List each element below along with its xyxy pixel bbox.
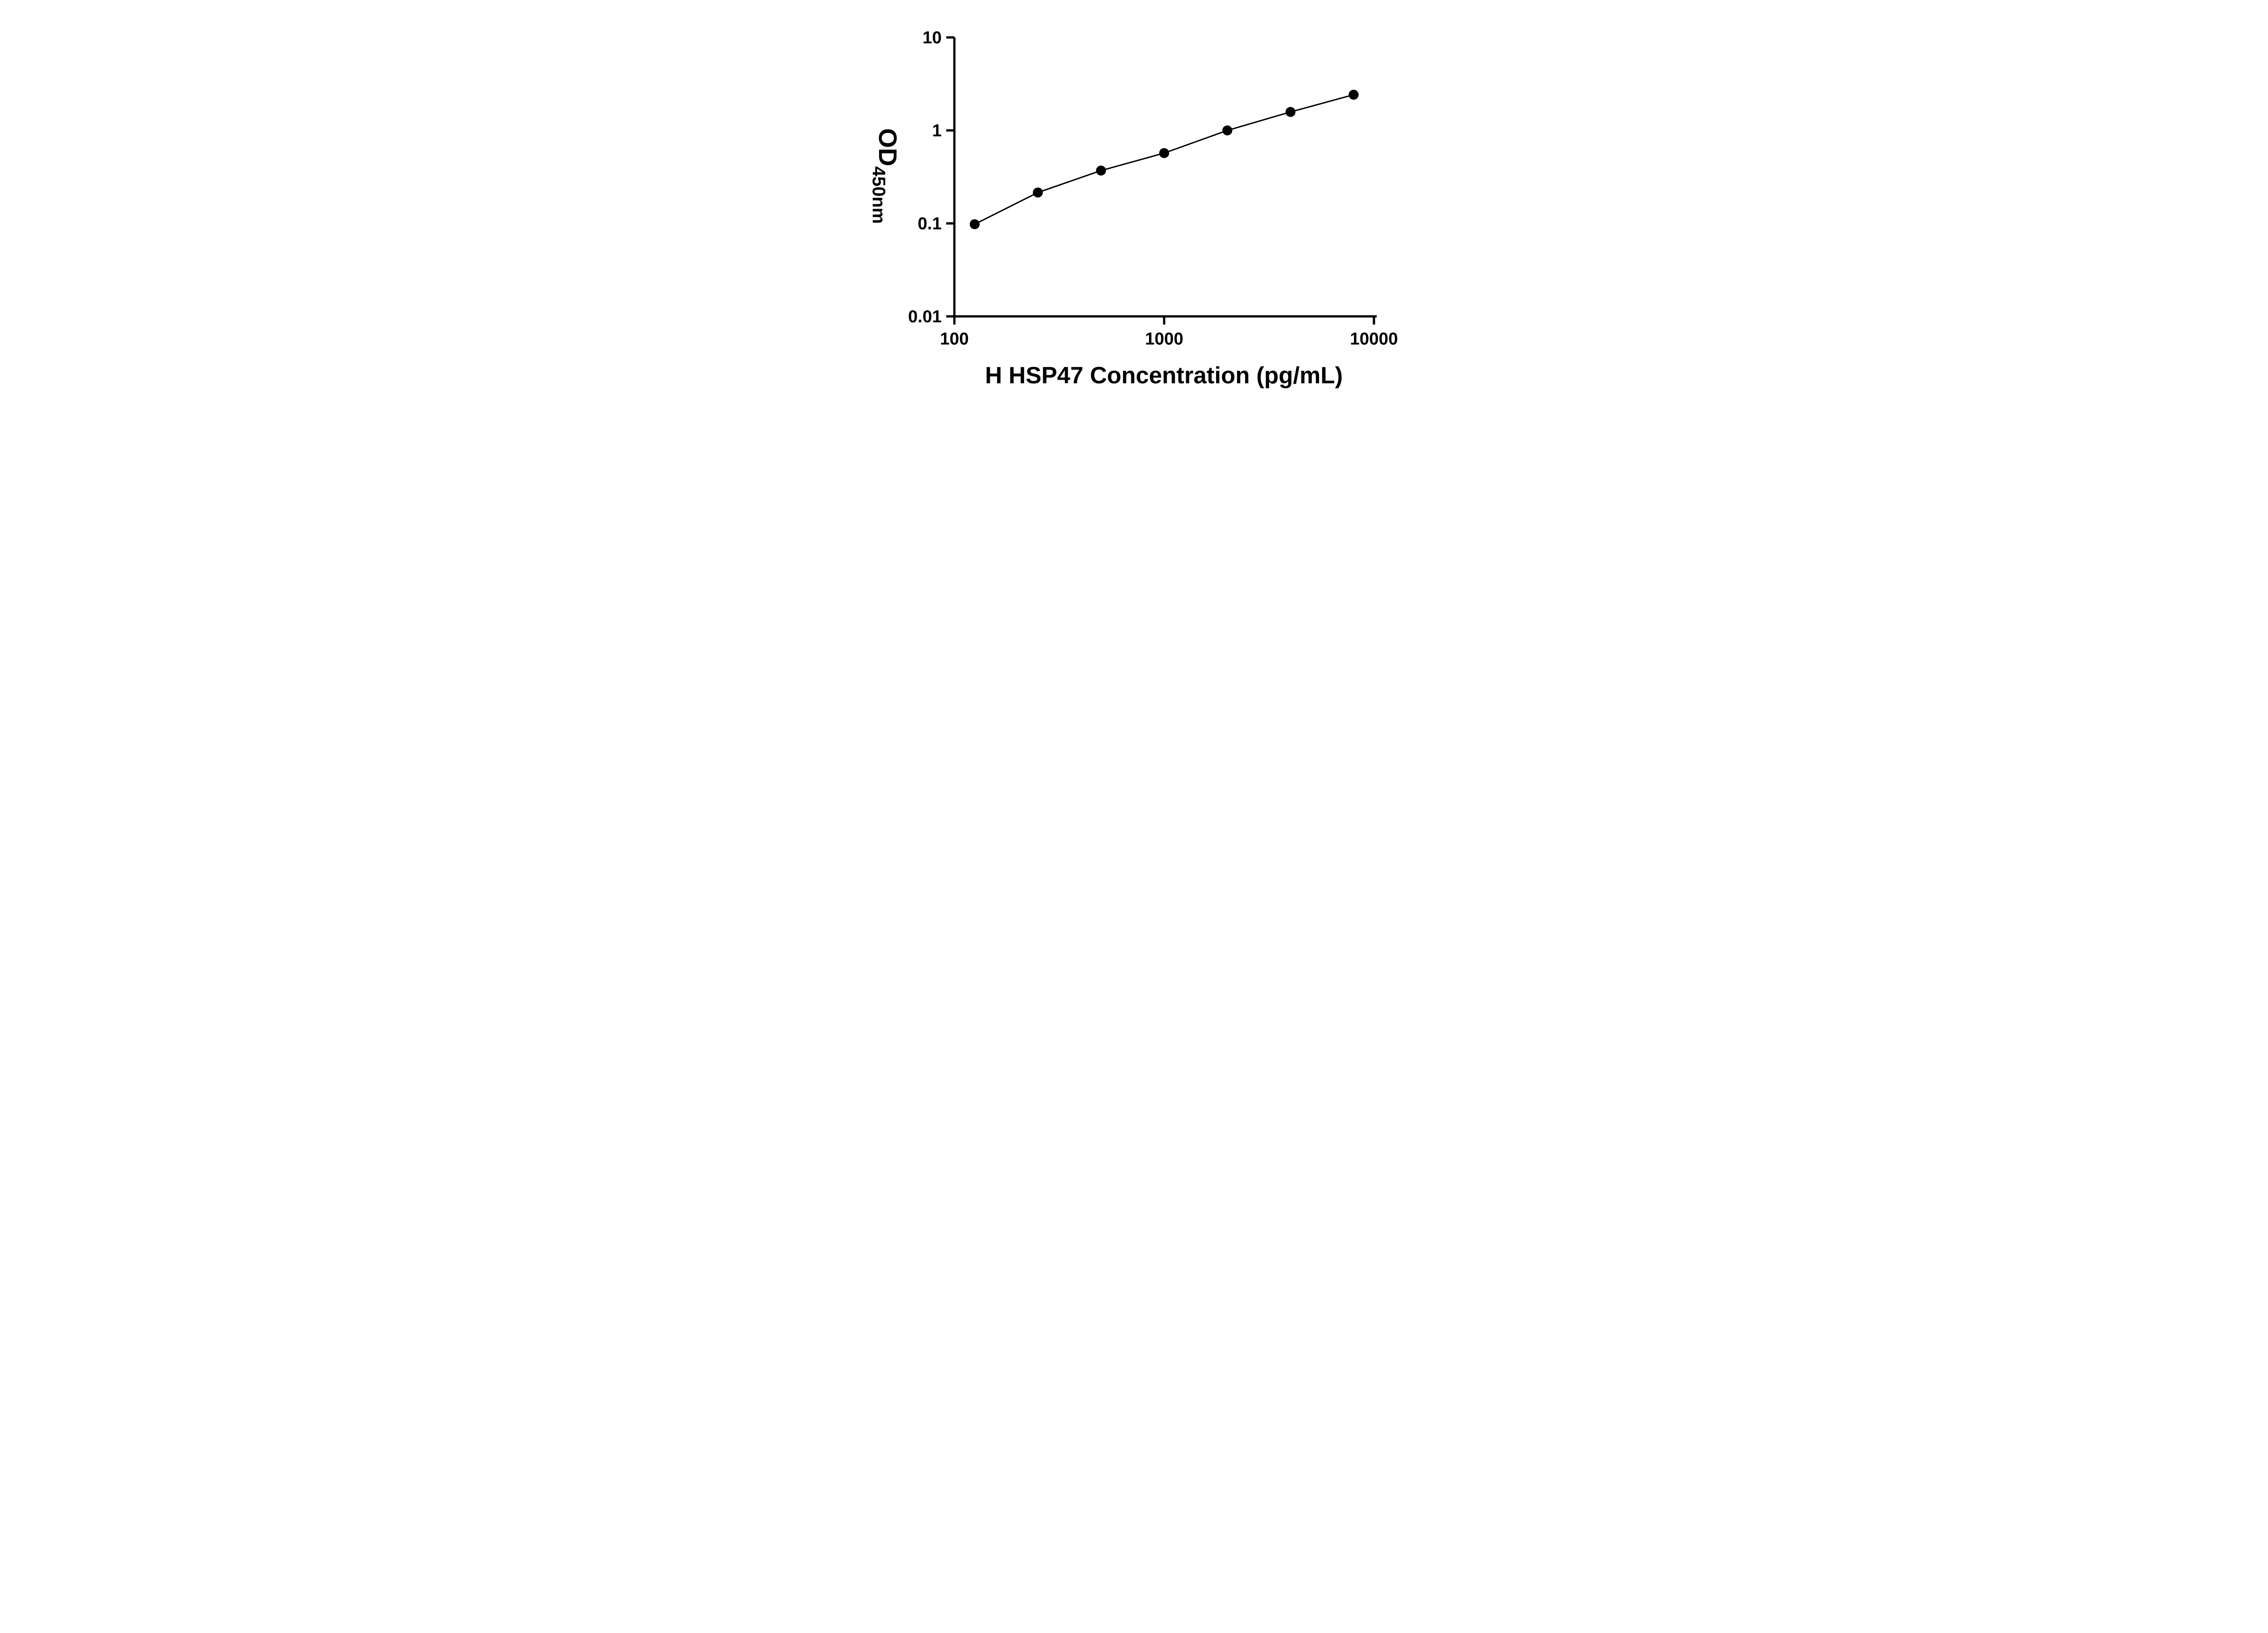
axes-layer: 100 1000 10000 0.01 0.1 1 10	[908, 29, 1398, 349]
data-point	[969, 219, 980, 230]
data-point	[1159, 148, 1169, 158]
standard-curve-line	[974, 94, 1354, 225]
x-tick-label: 10000	[1350, 330, 1398, 349]
y-tick-label: 10	[922, 29, 941, 48]
y-axis-title: OD450nm	[869, 128, 902, 224]
data-point	[1222, 125, 1232, 136]
y-tick-label: 0.1	[918, 215, 942, 234]
x-tick-label: 100	[940, 330, 968, 349]
y-tick-label: 1	[932, 122, 941, 141]
elisa-standard-curve-figure: 100 1000 10000 0.01 0.1 1 10 H HSP47 Concentra…	[842, 0, 1426, 408]
x-axis-title: H HSP47 Concentration (pg/mL)	[985, 362, 1343, 389]
data-point	[1095, 166, 1106, 176]
y-axis-title-subscript: 450nm	[869, 166, 889, 224]
data-series-layer	[969, 89, 1359, 230]
chart-canvas: 100 1000 10000 0.01 0.1 1 10 H HSP47 Concentra…	[869, 29, 1398, 389]
y-tick-label: 0.01	[908, 308, 942, 327]
data-point	[1285, 107, 1295, 117]
y-axis-title-main: OD	[874, 128, 902, 166]
data-point	[1032, 187, 1043, 198]
x-tick-label: 1000	[1145, 330, 1183, 349]
data-point	[1348, 89, 1359, 100]
